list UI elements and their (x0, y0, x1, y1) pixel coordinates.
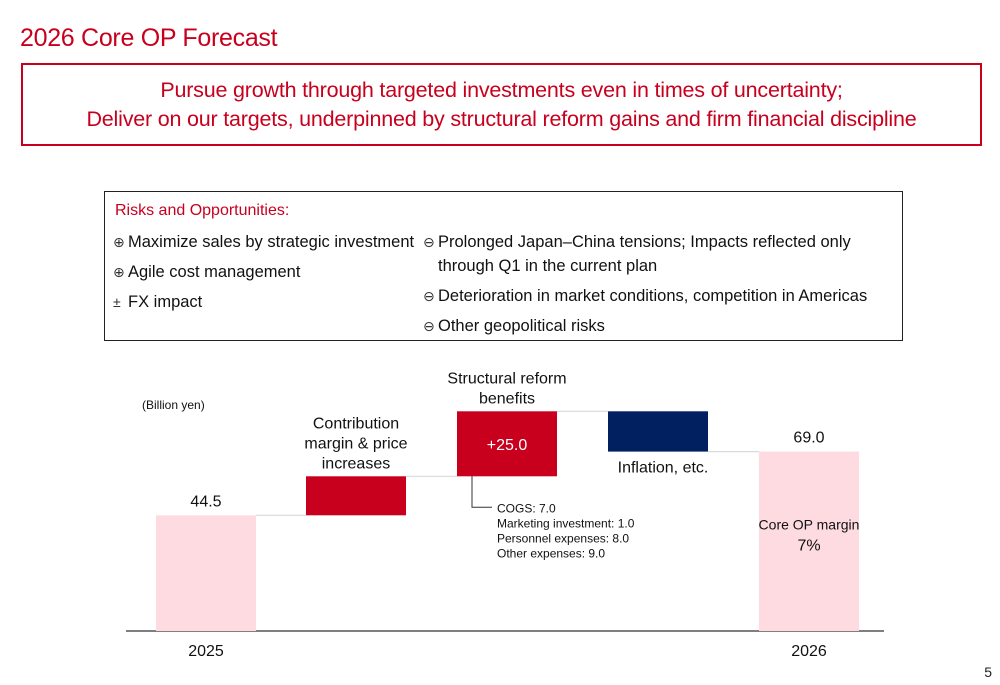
breakdown-item: Other expenses: 9.0 (497, 546, 605, 560)
breakdown-item: Marketing investment: 1.0 (497, 516, 635, 530)
x-tick-label: 2026 (791, 643, 827, 660)
minus-circle-icon: ⊖ (423, 234, 435, 250)
labels-layer: 44.5 2025 Contribution margin & price increa… (188, 370, 859, 660)
bar-inflation-etc- (608, 411, 708, 452)
risk-text: Other geopolitical risks (438, 317, 605, 335)
value-label: 44.5 (190, 493, 221, 510)
opportunity-text: FX impact (128, 293, 203, 311)
value-label: +25.0 (487, 437, 528, 454)
key-message-line-2: Deliver on our targets, underpinned by s… (86, 106, 917, 131)
step-caption: Structural reform (447, 370, 566, 387)
opportunity-item: ± FX impact (113, 290, 414, 314)
risk-text: Prolonged Japan–China tensions; Impacts … (438, 233, 851, 275)
page-title: 2026 Core OP Forecast (20, 24, 278, 52)
opportunity-item: ⊕ Maximize sales by strategic investment (113, 230, 414, 254)
key-message-line-1: Pursue growth through targeted investmen… (160, 77, 843, 102)
bar-contribution-margin-price-increases (306, 476, 406, 516)
step-caption: Inflation, etc. (618, 460, 709, 477)
bar-inner-label: Core OP margin (759, 517, 860, 533)
opportunity-item: ⊕ Agile cost management (113, 260, 414, 284)
risks-opportunities-title: Risks and Opportunities: (115, 202, 290, 219)
opportunity-text: Agile cost management (128, 263, 301, 281)
bars-layer (126, 410, 884, 632)
risk-item: ⊖ Other geopolitical risks (423, 314, 893, 338)
plus-circle-icon: ⊕ (113, 264, 125, 280)
page-number: 5 (984, 664, 992, 680)
plus-minus-circle-icon: ± (113, 294, 121, 310)
risks-list: ⊖ Prolonged Japan–China tensions; Impact… (423, 230, 893, 344)
risk-text: Deterioration in market conditions, comp… (438, 287, 868, 305)
waterfall-chart: (Billion yen) 44.5 2025 Contribution margin… (126, 370, 884, 660)
risk-item: ⊖ Prolonged Japan–China tensions; Impact… (423, 230, 893, 278)
step-caption: margin & price (304, 435, 407, 452)
x-tick-label: 2025 (188, 643, 224, 660)
breakdown-item: Personnel expenses: 8.0 (497, 531, 629, 545)
plus-circle-icon: ⊕ (113, 234, 125, 250)
risks-opportunities-box: Risks and Opportunities: ⊕ Maximize sale… (104, 191, 903, 341)
step-caption: increases (322, 455, 390, 472)
opportunities-list: ⊕ Maximize sales by strategic investment… (113, 230, 414, 320)
unit-label: (Billion yen) (142, 398, 205, 412)
bar-structural-reform-benefits (457, 411, 557, 477)
value-label: 69.0 (793, 430, 824, 447)
risk-item: ⊖ Deterioration in market conditions, co… (423, 284, 893, 308)
bar-inner-label: 7% (797, 538, 820, 555)
step-caption: Contribution (313, 415, 399, 432)
minus-circle-icon: ⊖ (423, 318, 435, 334)
bar-2025 (156, 515, 256, 631)
step-caption: benefits (479, 390, 535, 407)
key-message-box: Pursue growth through targeted investmen… (21, 63, 982, 146)
breakdown-item: COGS: 7.0 (497, 501, 556, 515)
bar-2026 (759, 451, 859, 631)
breakdown-leader-line (471, 476, 492, 508)
opportunity-text: Maximize sales by strategic investment (128, 233, 415, 251)
minus-circle-icon: ⊖ (423, 288, 435, 304)
